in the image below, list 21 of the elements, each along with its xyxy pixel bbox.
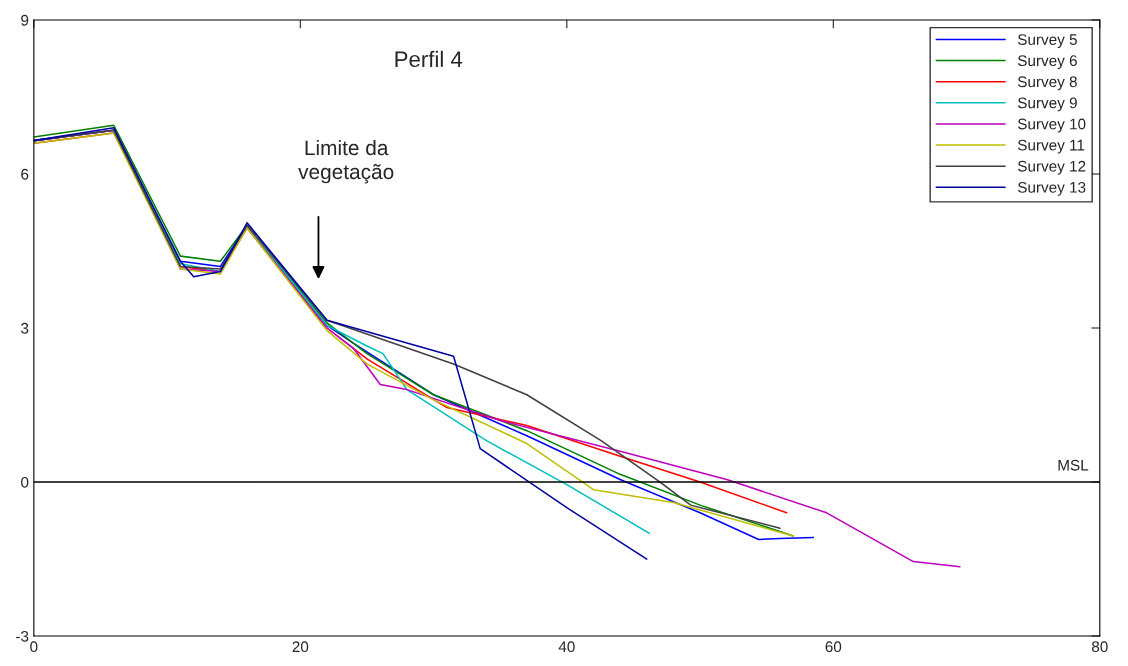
x-tick-label: 0 [30, 641, 38, 653]
legend-label: Survey 8 [1017, 76, 1077, 91]
legend-label: Survey 10 [1017, 118, 1086, 133]
y-tick-label: 6 [21, 168, 29, 180]
y-tick-label: -3 [16, 630, 29, 642]
legend-label: Survey 5 [1017, 34, 1077, 48]
x-tick-label: 80 [1091, 641, 1108, 653]
y-tick-label: 9 [21, 14, 29, 26]
x-tick-label: 40 [558, 641, 575, 653]
x-tick-label: 20 [292, 641, 309, 653]
legend-label: Survey 9 [1017, 97, 1077, 112]
ref-line-label: MSL [1058, 459, 1089, 471]
legend-label: Survey 13 [1017, 181, 1086, 196]
legend-label: Survey 6 [1017, 55, 1077, 70]
annotation: Limite da vegetação [298, 139, 394, 184]
x-tick-label: 60 [825, 641, 842, 653]
y-tick-label: 0 [21, 476, 29, 488]
text: Perfil 4 [395, 50, 463, 68]
legend-label: Survey 11 [1017, 139, 1085, 154]
legend-label: Survey 12 [1017, 160, 1086, 175]
y-tick-label: 3 [21, 322, 29, 334]
